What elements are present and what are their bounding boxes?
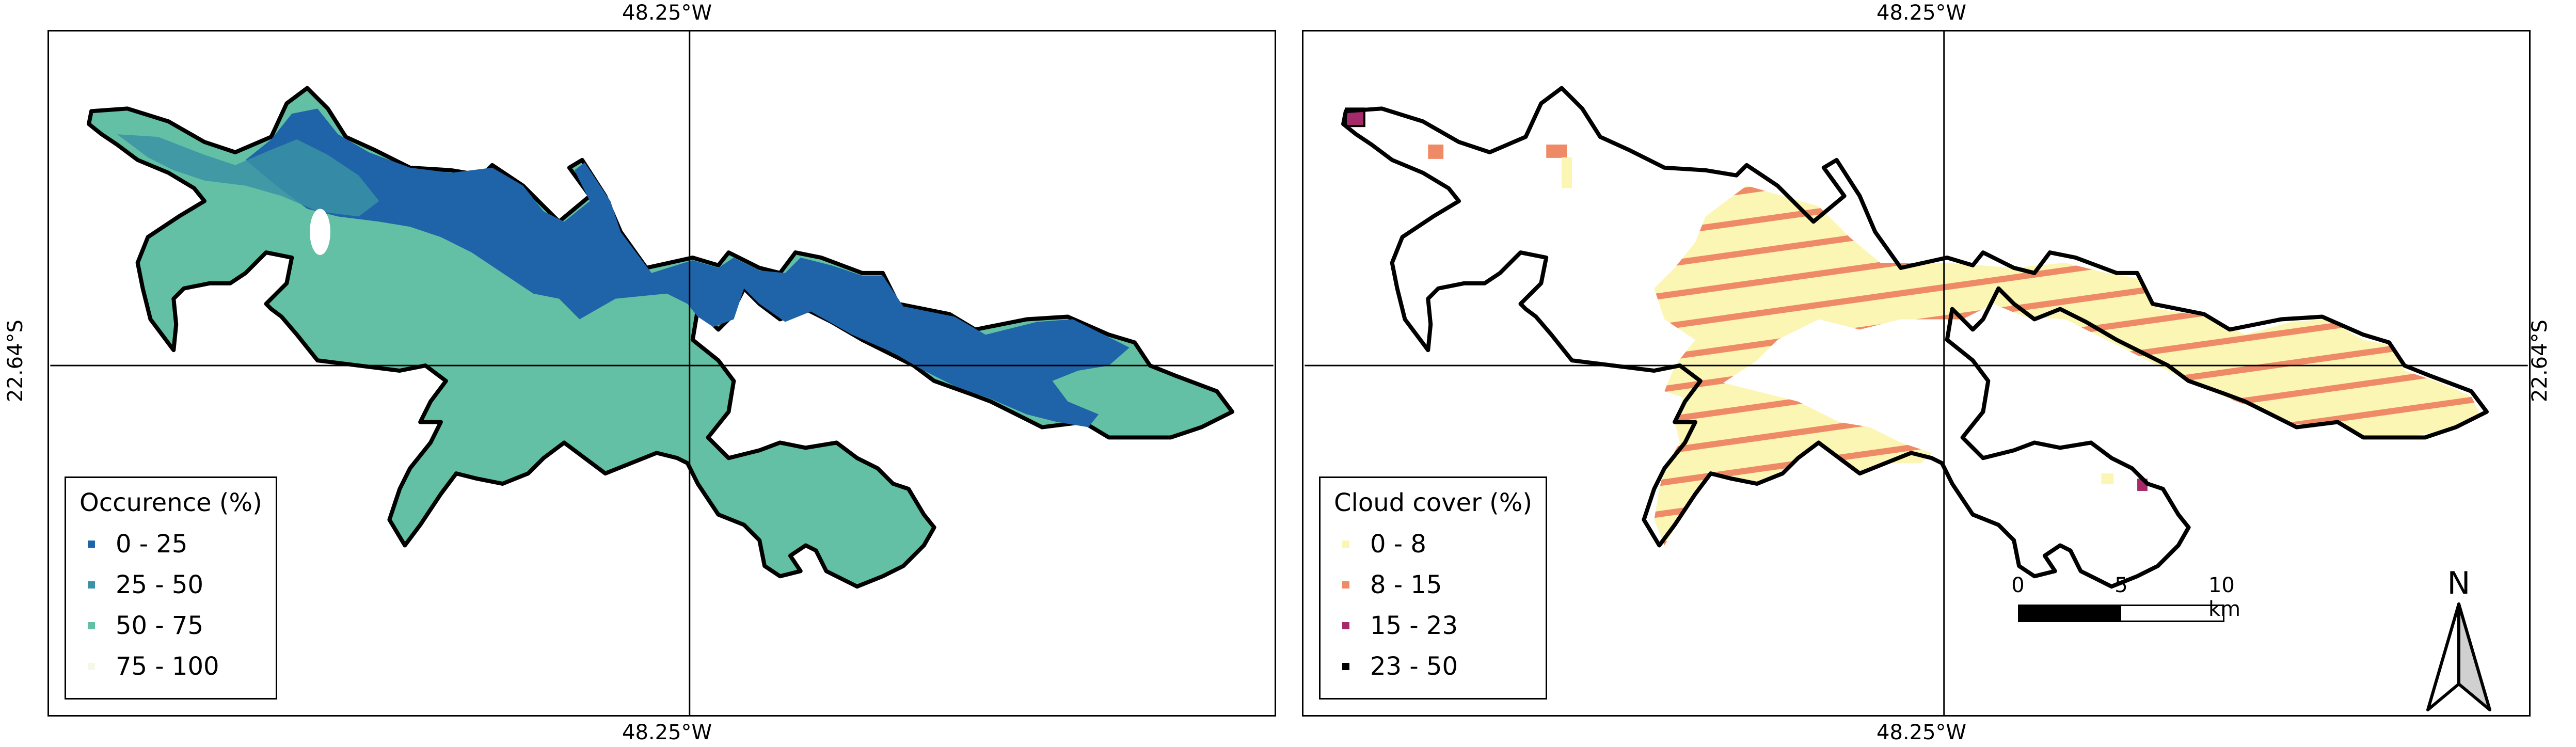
legend-label: 50 - 75 — [116, 611, 203, 640]
scale-label: 0 — [2011, 574, 2025, 597]
scale-segment-white — [2121, 606, 2223, 621]
legend-swatch — [1342, 662, 1349, 670]
legend-label: 23 - 50 — [1370, 651, 1458, 681]
cloud-cover-legend: Cloud cover (%) 0 - 8 8 - 15 15 - 23 23 … — [1319, 476, 1548, 700]
legend-swatch — [88, 540, 95, 548]
cloud-patch — [1562, 157, 1572, 188]
legend-swatch — [1342, 540, 1349, 548]
reservoir-deep-water — [245, 108, 1130, 427]
legend-item: 0 - 8 — [1334, 523, 1532, 564]
legend-item: 0 - 25 — [79, 523, 262, 564]
cloud-patch — [2101, 473, 2114, 484]
scale-label: 5 — [2114, 574, 2128, 597]
lat-label-right: 22.64°S — [2527, 320, 2552, 402]
scale-bar: 0 5 10 km — [2011, 574, 2240, 622]
north-label: N — [2447, 565, 2471, 601]
occurrence-map-canvas — [50, 31, 1274, 715]
legend-item: 8 - 15 — [1334, 564, 1532, 605]
legend-swatch — [88, 581, 95, 589]
legend-title: Cloud cover (%) — [1334, 488, 1533, 517]
top-lon-label-left: 48.25°W — [622, 1, 712, 25]
scale-label: 10 km — [2208, 574, 2241, 621]
legend-swatch — [88, 662, 95, 670]
legend-item: 15 - 23 — [1334, 605, 1532, 646]
legend-swatch — [1342, 622, 1349, 629]
lat-label-left: 22.64°S — [3, 320, 27, 402]
legend-label: 15 - 23 — [1370, 611, 1458, 640]
bottom-lon-label-left: 48.25°W — [622, 721, 712, 744]
cloud-patch — [1546, 145, 1567, 158]
top-lon-label-right: 48.25°W — [1877, 1, 1967, 25]
scale-segment-black — [2020, 606, 2121, 621]
legend-label: 0 - 8 — [1370, 529, 1426, 559]
legend-label: 25 - 50 — [116, 570, 203, 599]
bottom-lon-label-right: 48.25°W — [1877, 721, 1967, 744]
island — [310, 209, 330, 256]
legend-label: 8 - 15 — [1370, 570, 1442, 599]
legend-item: 25 - 50 — [79, 564, 262, 605]
legend-swatch — [88, 622, 95, 629]
legend-title: Occurence (%) — [79, 488, 262, 517]
legend-item: 23 - 50 — [1334, 646, 1532, 687]
cloud-cover-southern-arm — [1654, 380, 1932, 546]
reservoir-outline — [1341, 86, 2489, 589]
legend-label: 0 - 25 — [116, 529, 188, 559]
cloud-cover-map[interactable]: Cloud cover (%) 0 - 8 8 - 15 15 - 23 23 … — [1302, 30, 2531, 717]
north-arrow: N — [2418, 565, 2500, 715]
cloud-patch — [1428, 145, 1444, 159]
occurrence-legend: Occurence (%) 0 - 25 25 - 50 50 - 75 75 … — [65, 476, 277, 700]
occurrence-map[interactable]: Occurence (%) 0 - 25 25 - 50 50 - 75 75 … — [47, 30, 1276, 717]
legend-swatch — [1342, 581, 1349, 589]
cloud-cover-map-canvas — [1305, 31, 2528, 715]
north-arrow-icon — [2426, 602, 2491, 711]
legend-label: 75 - 100 — [116, 651, 219, 681]
reservoir-transition-water — [117, 134, 379, 217]
legend-item: 75 - 100 — [79, 646, 262, 687]
legend-item: 50 - 75 — [79, 605, 262, 646]
